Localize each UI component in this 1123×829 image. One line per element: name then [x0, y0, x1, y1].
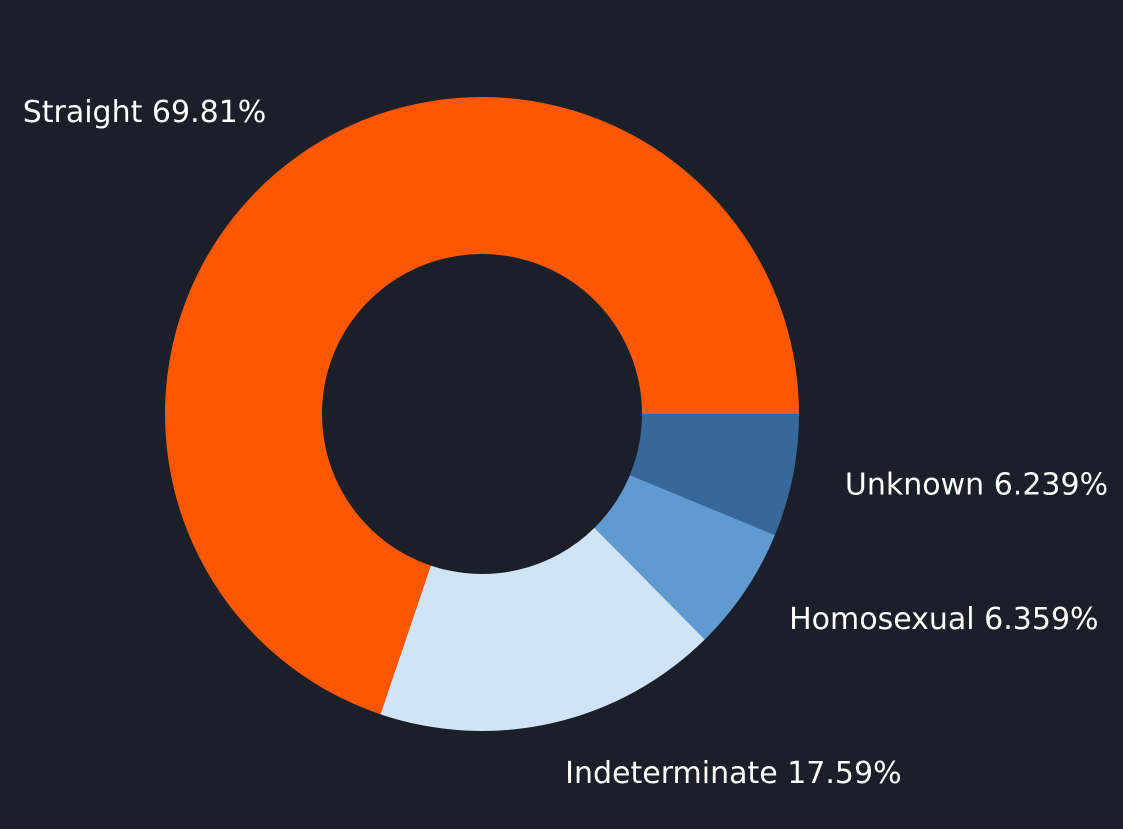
labels-group: Unknown 6.239% Homosexual 6.359% Indetermi…	[23, 95, 1108, 791]
slice-label-straight: Straight 69.81%	[23, 95, 267, 130]
slice-straight	[165, 96, 799, 715]
slices-group	[165, 96, 799, 731]
slice-label-unknown: Unknown 6.239%	[845, 468, 1108, 503]
slice-unknown	[629, 414, 799, 536]
slice-homosexual	[594, 475, 775, 640]
slice-label-indeterminate: Indeterminate 17.59%	[565, 756, 902, 791]
slice-label-homosexual: Homosexual 6.359%	[789, 602, 1098, 637]
slice-indeterminate	[380, 527, 705, 731]
